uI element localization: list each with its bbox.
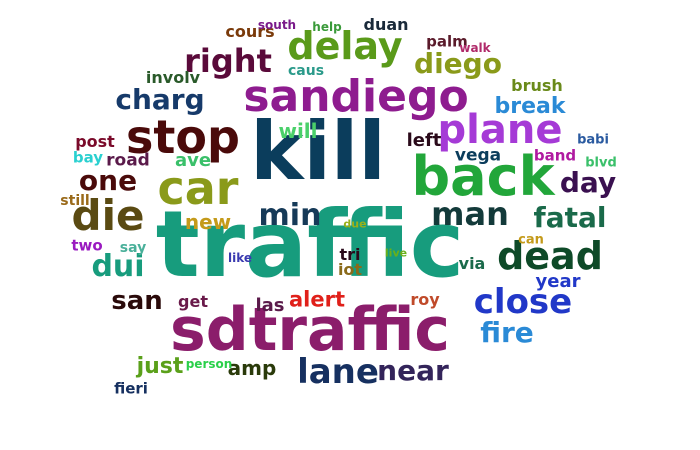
word-can: can xyxy=(518,232,544,248)
word-blvd: blvd xyxy=(585,155,617,171)
word-fieri: fieri xyxy=(114,379,148,398)
word-palm: palm xyxy=(426,32,468,51)
word-break: break xyxy=(494,94,566,119)
word-one: one xyxy=(78,164,138,197)
word-new: new xyxy=(184,210,232,234)
word-walk: walk xyxy=(459,41,491,55)
word-stop: stop xyxy=(126,110,240,164)
word-band: band xyxy=(533,146,577,165)
word-close: close xyxy=(473,282,573,322)
word-help: help xyxy=(312,20,342,34)
word-due: due xyxy=(343,217,367,231)
word-get: get xyxy=(178,292,208,311)
word-ave: ave xyxy=(174,150,212,171)
word-plane: plane xyxy=(437,107,563,153)
word-charg: charg xyxy=(115,83,205,116)
word-dead: dead xyxy=(497,234,603,278)
word-tri: tri xyxy=(339,245,361,264)
word-fire: fire xyxy=(480,316,534,349)
word-post: post xyxy=(75,132,115,151)
word-diego: diego xyxy=(414,47,502,80)
word-alert: alert xyxy=(288,287,346,312)
word-delay: delay xyxy=(287,24,403,68)
word-year: year xyxy=(535,271,581,292)
word-via: via xyxy=(458,254,486,273)
word-day: day xyxy=(559,166,617,199)
word-amp: amp xyxy=(227,356,277,380)
word-will: will xyxy=(278,119,318,143)
word-car: car xyxy=(157,161,239,215)
word-cours: cours xyxy=(225,22,275,41)
word-kill: kill xyxy=(250,105,386,198)
word-dui: dui xyxy=(91,249,145,284)
word-traffic: traffic xyxy=(155,191,465,298)
word-fatal: fatal xyxy=(533,201,607,234)
word-right: right xyxy=(184,42,272,80)
word-near: near xyxy=(377,354,449,387)
word-lane: lane xyxy=(297,352,379,392)
word-still: still xyxy=(60,193,90,209)
word-las: las xyxy=(255,295,285,316)
word-san: san xyxy=(111,286,163,316)
word-die: die xyxy=(71,191,145,240)
word-vega: vega xyxy=(454,145,502,166)
word-two: two xyxy=(71,236,103,255)
word-say: say xyxy=(119,240,147,256)
word-bay: bay xyxy=(72,148,104,167)
word-man: man xyxy=(431,195,509,233)
word-south: south xyxy=(257,18,297,32)
word-brush: brush xyxy=(511,76,563,95)
word-babi: babi xyxy=(577,132,609,148)
word-just: just xyxy=(136,354,184,379)
word-roy: roy xyxy=(410,290,440,309)
word-iot: iot xyxy=(337,260,363,279)
word-like: like xyxy=(227,251,253,265)
word-left: left xyxy=(406,130,442,151)
word-sandiego: sandiego xyxy=(243,71,469,122)
word-duan: duan xyxy=(363,15,409,34)
word-road: road xyxy=(106,150,150,171)
word-caus: caus xyxy=(287,63,325,79)
word-min: min xyxy=(258,198,322,233)
word-live: live xyxy=(384,246,408,260)
word-back: back xyxy=(411,145,555,208)
word-sdtraffic: sdtraffic xyxy=(170,295,450,365)
word-person: person xyxy=(185,357,233,371)
word-involv: involv xyxy=(145,68,201,87)
